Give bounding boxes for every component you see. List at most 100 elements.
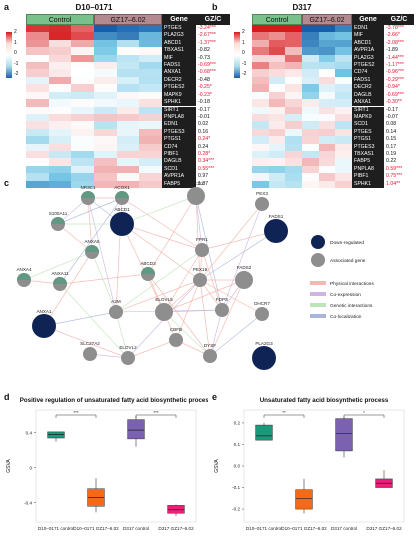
heatmap-cell xyxy=(335,47,353,55)
gzc-ratio: -0.69*** xyxy=(386,91,404,98)
network-node-elovl5: ELOVL5 xyxy=(155,297,173,321)
gzc-ratio: -0.48 xyxy=(198,76,210,83)
heatmap-cell xyxy=(71,54,95,63)
network-node-anxa11: ANXA11 xyxy=(51,271,69,291)
heatmap-cell xyxy=(302,47,319,55)
heatmap-cell xyxy=(94,180,117,189)
network-edge xyxy=(121,195,197,225)
legend-down-label: Down-regulated xyxy=(330,240,364,246)
x-tick-label: D10–0171 GZ17–6.02 xyxy=(281,526,327,531)
y-tick-label: -0.1 xyxy=(232,485,240,490)
y-tick-label: 0.2 xyxy=(234,421,241,426)
heatmap-cell xyxy=(26,69,49,78)
heatmap-cell xyxy=(139,106,163,115)
network-node-label: PEX3 xyxy=(256,191,268,196)
heatmap-cell xyxy=(268,54,286,63)
heatmap-cell xyxy=(285,32,303,41)
heatmap-cell xyxy=(285,173,303,181)
network-node-anxa5: ANXA5 xyxy=(84,239,100,259)
panel-a-heatmap xyxy=(26,25,163,189)
heatmap-cell xyxy=(302,32,319,41)
heatmap-cell xyxy=(252,165,269,174)
network-node-label: NR3C1 xyxy=(80,185,96,190)
heatmap-cell xyxy=(71,84,95,92)
gene-label: SCD1 xyxy=(162,165,196,174)
network-edge xyxy=(199,279,263,315)
gene-label: ANXA1 xyxy=(352,99,384,107)
heatmap-cell xyxy=(26,32,49,41)
network-node-label: FPR1 xyxy=(196,237,208,242)
gzc-ratio: -0.07 xyxy=(386,113,398,120)
y-tick-label: 0.4 xyxy=(26,430,33,435)
heatmap-cell xyxy=(26,39,49,48)
gene-label: PIBF1 xyxy=(352,173,384,181)
gene-label: EDN1 xyxy=(352,25,384,33)
heatmap-cell xyxy=(71,91,95,100)
network-node-label: ANXA1 xyxy=(36,309,52,314)
panel-b-color-scale xyxy=(234,32,240,78)
gzc-ratio: -3.24*** xyxy=(198,25,216,31)
heatmap-cell xyxy=(335,158,353,167)
heatmap-cell xyxy=(48,47,72,55)
heatmap-cell xyxy=(285,25,303,33)
heatmap-cell xyxy=(26,128,49,137)
heatmap-cell xyxy=(26,54,49,63)
heatmap-cell xyxy=(48,113,72,122)
gzc-ratio: -0.69*** xyxy=(198,62,216,69)
heatmap-cell xyxy=(116,91,140,100)
network-node-abcd1: ABCD1 xyxy=(110,207,134,236)
heatmap-cell xyxy=(268,47,286,55)
network-edge xyxy=(209,279,245,357)
heatmap-cell xyxy=(116,25,140,33)
gzc-ratio: -1.17*** xyxy=(386,62,404,69)
network-node-label: CBFB xyxy=(170,327,182,332)
gene-label: SIRT1 xyxy=(162,106,196,114)
network-edge xyxy=(147,273,211,357)
heatmap-cell xyxy=(26,84,49,92)
heatmap-cell xyxy=(335,143,353,152)
network-edge xyxy=(121,223,165,313)
heatmap-cell xyxy=(335,84,353,92)
heatmap-cell xyxy=(26,76,49,85)
heatmap-cell xyxy=(48,69,72,78)
heatmap-cell xyxy=(302,106,319,115)
network-edge xyxy=(147,195,197,275)
gzc-ratio: 0.59*** xyxy=(386,165,403,172)
heatmap-cell xyxy=(268,25,286,33)
network-edge xyxy=(91,251,117,313)
network-node-acox1: ACOX1 xyxy=(114,185,130,205)
heatmap-cell xyxy=(94,121,117,130)
heatmap-cell xyxy=(318,32,336,41)
heatmap-cell xyxy=(26,99,49,107)
x-tick-label: D317 control xyxy=(123,526,149,531)
heatmap-cell xyxy=(94,143,117,152)
heatmap-cell xyxy=(252,128,269,137)
heatmap-cell xyxy=(335,173,353,181)
heatmap-cell xyxy=(48,158,72,167)
heatmap-cell xyxy=(48,106,72,115)
heatmap-cell xyxy=(318,113,336,122)
gene-label: CD74 xyxy=(162,143,196,151)
heatmap-cell xyxy=(116,47,140,55)
network-node-cbfb: CBFB xyxy=(169,327,183,347)
heatmap-cell xyxy=(268,128,286,137)
heatmap-cell xyxy=(318,165,336,174)
heatmap-cell xyxy=(48,62,72,70)
gzc-ratio: -2.67*** xyxy=(198,32,216,39)
chart-title: Positive regulation of unsaturated fatty… xyxy=(20,397,208,404)
y-tick-label: -0.2 xyxy=(232,507,240,512)
network-node-a2m: A2M xyxy=(109,299,123,319)
heatmap-cell xyxy=(318,150,336,159)
network-node-label: PEX19 xyxy=(193,267,208,272)
heatmap-cell xyxy=(252,150,269,159)
gzc-ratio: -2.08*** xyxy=(386,39,404,46)
heatmap-cell xyxy=(285,128,303,137)
gene-label: MAPK9 xyxy=(162,91,196,100)
heatmap-cell xyxy=(302,158,319,167)
heatmap-cell xyxy=(116,180,140,189)
heatmap-cell xyxy=(48,32,72,41)
heatmap-cell xyxy=(48,54,72,63)
gene-label: SPHK1 xyxy=(162,99,196,107)
heatmap-cell xyxy=(26,106,49,115)
legend-coexp-swatch xyxy=(310,292,326,296)
